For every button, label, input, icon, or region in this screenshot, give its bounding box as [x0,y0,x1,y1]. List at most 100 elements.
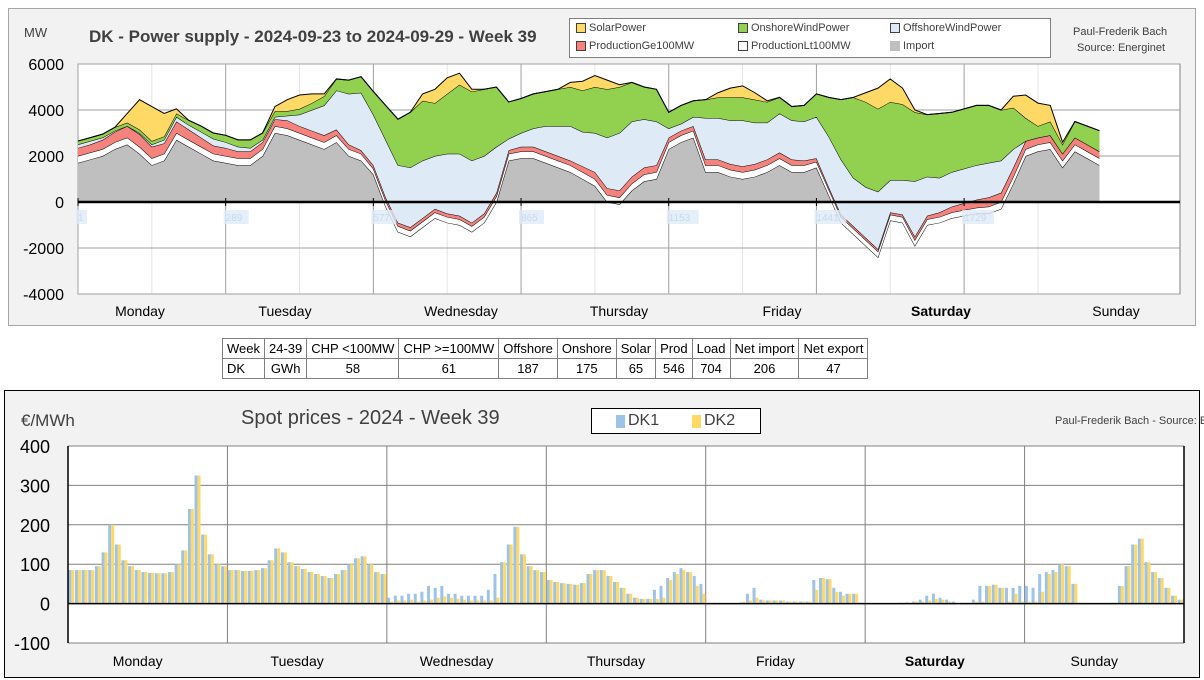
bar-DK2 [788,601,792,604]
bar-DK1 [194,475,198,604]
x-tick-label-bg [962,210,995,224]
bar-DK1 [68,570,72,604]
bar-DK2 [456,598,460,604]
bar-DK2 [317,574,321,604]
bar-DK2 [562,583,566,604]
summary-table: Week 24-39 CHP <100MW CHP >=100MW Offshore On… [222,338,869,379]
bar-DK2 [1047,574,1051,604]
bar-DK1 [128,566,132,604]
bar-DK1 [1144,562,1148,604]
x-tick-label: 1 [78,213,84,224]
bar-DK1 [108,524,112,604]
bar-DK1 [446,593,450,604]
legend-swatch [576,41,586,51]
bar-DK1 [367,564,371,604]
bar-DK1 [327,577,331,604]
bar-DK2 [1001,587,1005,604]
day-label: Wednesday [424,303,498,319]
bar-DK1 [745,593,749,604]
bar-DK2 [297,566,301,604]
bar-DK2 [430,599,434,604]
bar-DK1 [400,595,404,604]
y-tick-label: 2000 [28,149,64,166]
chart-legend: DK1 DK2 [591,408,761,434]
bar-DK1 [433,587,437,604]
x-tick-label-bg [814,210,847,224]
bar-DK1 [94,566,98,604]
bar-DK1 [799,601,803,604]
bar-DK2 [217,564,221,604]
legend-item-ge100: ProductionGe100MW [576,40,694,52]
bar-DK1 [945,599,949,604]
table-row: DK GWh 58 61 187 175 65 546 704 206 47 [222,358,869,379]
legend-label: ProductionLt100MW [751,40,851,52]
bar-DK1 [812,579,816,604]
bar-DK1 [765,600,769,604]
y-tick-label: 400 [20,437,50,457]
bar-DK2 [921,601,925,604]
bar-DK2 [230,570,234,604]
bar-DK2 [483,600,487,604]
y-tick-label: -100 [14,634,50,654]
bar-DK1 [460,595,464,604]
bar-DK1 [838,591,842,604]
bar-DK1 [925,595,929,604]
table-header-cell: 24-39 [263,338,308,359]
bar-DK2 [97,566,101,604]
table-cell: 187 [498,358,558,379]
bar-DK2 [821,577,825,604]
bar-DK1 [593,570,597,604]
bar-DK2 [390,601,394,604]
bar-DK2 [1041,591,1045,604]
bar-DK1 [619,587,623,604]
table-cell: 47 [798,358,869,379]
y-tick-label: 4000 [28,103,64,120]
bar-DK2 [303,568,307,604]
bar-DK1 [407,593,411,604]
bar-DK2 [1160,577,1164,604]
day-label: Sunday [1071,653,1118,669]
bar-DK2 [635,597,639,604]
bar-DK1 [911,601,915,604]
bar-DK1 [513,526,517,604]
bar-DK1 [221,566,225,604]
bar-DK2 [828,579,832,604]
bar-DK1 [699,583,703,604]
bar-DK2 [1127,566,1131,604]
day-label: Thursday [587,653,645,669]
bar-DK2 [1027,601,1031,604]
bar-DK1 [845,593,849,604]
bar-DK2 [1074,583,1078,604]
bar-DK2 [994,584,998,604]
bar-DK1 [659,585,663,604]
bar-DK2 [290,562,294,604]
y-tick-label: 0 [40,595,50,615]
bar-DK2 [1034,601,1038,604]
bar-DK1 [832,587,836,604]
bar-DK2 [111,524,115,604]
bar-DK1 [486,589,490,604]
bar-DK1 [440,585,444,604]
bar-DK2 [841,595,845,604]
bar-DK1 [646,598,650,604]
bar-DK2 [529,566,533,604]
credit: Paul-Frederik Bach - Source: ENTSO-E [1055,415,1204,427]
legend-swatch [692,414,701,428]
bar-DK2 [277,548,281,604]
bar-DK1 [134,570,138,604]
bar-DK2 [1140,538,1144,604]
table-cell: 546 [655,358,693,379]
bar-DK1 [579,583,583,604]
bar-DK1 [500,562,504,604]
bar-DK2 [416,601,420,604]
bar-DK2 [356,558,360,604]
bar-DK1 [287,562,291,604]
table-header-cell: Net import [729,338,800,359]
bar-DK2 [1174,595,1178,604]
bar-DK2 [283,552,287,604]
bar-DK2 [616,581,620,604]
bar-DK1 [931,593,935,604]
bar-DK2 [184,550,188,604]
chart-title: DK - Power supply - 2024-09-23 to 2024-0… [89,27,537,46]
